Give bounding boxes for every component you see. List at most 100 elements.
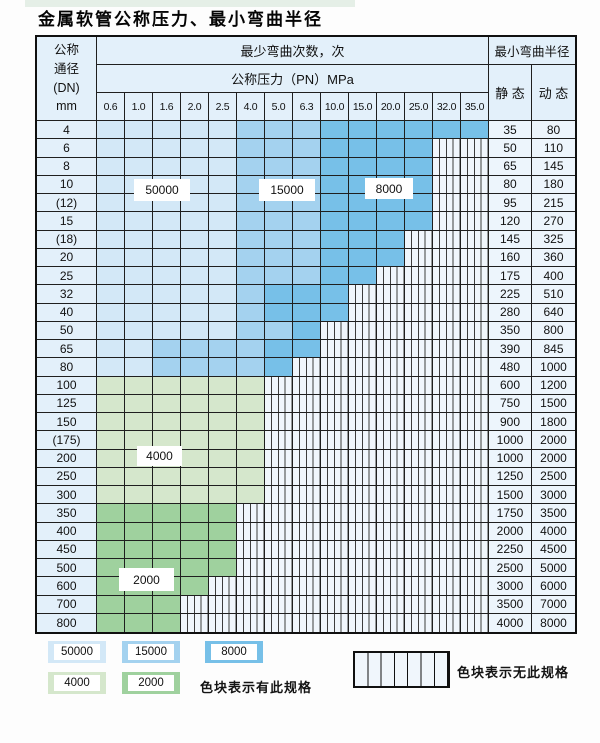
static-radius-cell: 4000 bbox=[489, 613, 532, 632]
spec-table: 公称 通径 (DN) mm 最少弯曲次数，次 最小弯曲半径 公称压力（PN）MPa 静… bbox=[35, 35, 577, 634]
spec-cell-none bbox=[405, 394, 433, 413]
spec-cell bbox=[349, 121, 377, 140]
spec-cell-none bbox=[377, 340, 405, 359]
spec-cell-none bbox=[321, 449, 349, 468]
spec-cell bbox=[237, 486, 265, 505]
scan-artifact-strip bbox=[25, 0, 355, 7]
spec-cell bbox=[293, 248, 321, 267]
legend-swatch-label: 15000 bbox=[128, 644, 174, 660]
spec-cell bbox=[237, 413, 265, 432]
spec-cell-none bbox=[321, 522, 349, 541]
dn-cell: 200 bbox=[37, 449, 97, 468]
spec-cell bbox=[293, 285, 321, 304]
spec-cell bbox=[153, 267, 181, 286]
spec-cell-none bbox=[377, 449, 405, 468]
spec-cell bbox=[349, 267, 377, 286]
dynamic-radius-cell: 360 bbox=[532, 248, 575, 267]
spec-cell-none bbox=[433, 413, 461, 432]
spec-cell bbox=[293, 303, 321, 322]
pressure-tick-cell: 20.0 bbox=[377, 93, 405, 121]
page-title: 金属软管公称压力、最小弯曲半径 bbox=[38, 10, 323, 29]
spec-cell bbox=[125, 595, 153, 614]
spec-cell-none bbox=[433, 139, 461, 158]
spec-cell-none bbox=[461, 449, 489, 468]
pressure-tick-cell: 15.0 bbox=[349, 93, 377, 121]
spec-cell bbox=[153, 413, 181, 432]
spec-cell bbox=[97, 595, 125, 614]
spec-cell-none bbox=[349, 340, 377, 359]
spec-cell-none bbox=[461, 285, 489, 304]
pressure-tick-cell: 1.6 bbox=[153, 93, 181, 121]
spec-cell-none bbox=[321, 613, 349, 632]
static-radius-cell: 1750 bbox=[489, 504, 532, 523]
spec-cell-none bbox=[321, 504, 349, 523]
spec-cell-none bbox=[433, 613, 461, 632]
corner-header-line: 公称 bbox=[53, 43, 79, 57]
spec-cell bbox=[97, 613, 125, 632]
dynamic-radius-cell: 640 bbox=[532, 303, 575, 322]
spec-cell bbox=[461, 121, 489, 140]
spec-cell bbox=[97, 394, 125, 413]
spec-cell bbox=[181, 121, 209, 140]
spec-cell bbox=[97, 248, 125, 267]
spec-cell bbox=[181, 230, 209, 249]
corner-header-dn: 公称 通径 (DN) mm bbox=[37, 37, 97, 121]
spec-cell bbox=[125, 157, 153, 176]
spec-cell-none bbox=[377, 486, 405, 505]
spec-cell-none bbox=[265, 467, 293, 486]
spec-cell bbox=[153, 212, 181, 231]
spec-cell bbox=[153, 340, 181, 359]
spec-cell-none bbox=[265, 504, 293, 523]
spec-cell-none bbox=[461, 303, 489, 322]
spec-cell-none bbox=[349, 540, 377, 559]
dn-cell: 800 bbox=[37, 613, 97, 632]
spec-cell bbox=[97, 504, 125, 523]
spec-cell bbox=[237, 431, 265, 450]
spec-cell bbox=[405, 139, 433, 158]
spec-cell bbox=[265, 321, 293, 340]
spec-cell bbox=[377, 121, 405, 140]
spec-cell bbox=[209, 486, 237, 505]
spec-cell bbox=[125, 394, 153, 413]
spec-cell-none bbox=[321, 540, 349, 559]
spec-cell bbox=[97, 212, 125, 231]
spec-cell bbox=[321, 121, 349, 140]
spec-cell-none bbox=[209, 577, 237, 596]
dynamic-radius-cell: 215 bbox=[532, 194, 575, 213]
spec-cell bbox=[181, 358, 209, 377]
spec-cell bbox=[321, 303, 349, 322]
spec-cell-none bbox=[265, 486, 293, 505]
spec-cell-none bbox=[433, 595, 461, 614]
spec-cell-none bbox=[461, 340, 489, 359]
spec-cell-none bbox=[377, 431, 405, 450]
spec-cell-none bbox=[377, 394, 405, 413]
dn-cell: 20 bbox=[37, 248, 97, 267]
spec-cell bbox=[125, 285, 153, 304]
spec-cell bbox=[181, 540, 209, 559]
spec-cell-none bbox=[349, 613, 377, 632]
spec-cell bbox=[181, 394, 209, 413]
spec-cell bbox=[97, 449, 125, 468]
pressure-tick-cell: 10.0 bbox=[321, 93, 349, 121]
spec-cell bbox=[97, 467, 125, 486]
static-radius-cell: 1000 bbox=[489, 449, 532, 468]
spec-cell bbox=[153, 248, 181, 267]
spec-cell bbox=[321, 267, 349, 286]
spec-cell bbox=[405, 212, 433, 231]
legend-no-spec-label: 色块表示无此规格 bbox=[457, 665, 570, 680]
spec-cell-none bbox=[377, 467, 405, 486]
spec-cell-none bbox=[461, 139, 489, 158]
spec-cell-none bbox=[433, 431, 461, 450]
cycle-count-label: 2000 bbox=[119, 568, 174, 591]
dn-cell: 250 bbox=[37, 467, 97, 486]
spec-cell-none bbox=[181, 595, 209, 614]
spec-cell-none bbox=[405, 595, 433, 614]
spec-cell bbox=[209, 340, 237, 359]
spec-cell bbox=[153, 230, 181, 249]
pressure-tick-cell: 32.0 bbox=[433, 93, 461, 121]
dn-cell: 125 bbox=[37, 394, 97, 413]
spec-cell-none bbox=[265, 613, 293, 632]
dynamic-radius-cell: 1000 bbox=[532, 358, 575, 377]
spec-cell-none bbox=[461, 157, 489, 176]
static-radius-cell: 1250 bbox=[489, 467, 532, 486]
